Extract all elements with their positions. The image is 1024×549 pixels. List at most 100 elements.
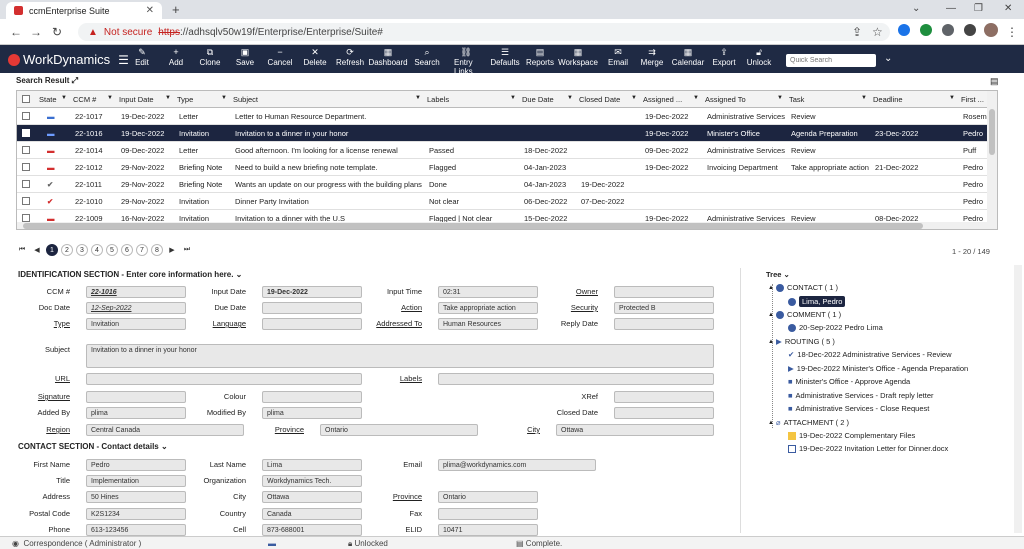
column-header[interactable]: CCM # <box>73 95 97 104</box>
tree-contact-group[interactable]: ▲ CONTACT ( 1 ) <box>768 283 839 292</box>
browser-tab[interactable]: ccmEnterprise Suite ✕ <box>6 2 162 19</box>
phone-field[interactable]: 613-123456 <box>86 524 186 536</box>
owner-field[interactable] <box>614 286 714 298</box>
chevron-down-icon[interactable]: ⌄ <box>884 53 893 64</box>
closed-date-field[interactable] <box>614 407 714 419</box>
table-row[interactable]: ▬ 22-1016 19-Dec-2022 Invitation Invitation … <box>17 125 987 142</box>
last-page-icon[interactable]: ⏭ <box>183 246 191 253</box>
cancel-button[interactable]: − Cancel <box>268 47 293 67</box>
defaults-button[interactable]: ☰ Defaults <box>490 47 519 67</box>
chevron-down-icon[interactable]: ⌄ <box>160 442 168 451</box>
export-button[interactable]: ⇪ Export <box>712 47 736 67</box>
region-label[interactable]: Region <box>46 425 70 434</box>
url-field[interactable] <box>86 373 362 385</box>
unlock-button[interactable]: 🔓︎ Unlock <box>747 47 771 67</box>
reply-date-field[interactable] <box>614 318 714 330</box>
organization-field[interactable]: Workdynamics Tech. <box>262 475 362 487</box>
column-header[interactable]: Due Date <box>522 95 554 104</box>
row-checkbox[interactable] <box>22 129 30 137</box>
action-field[interactable]: Take appropriate action <box>438 302 538 314</box>
grid-vertical-scrollbar[interactable] <box>987 91 997 229</box>
filter-icon[interactable]: ▼ <box>949 95 955 101</box>
filter-icon[interactable]: ▼ <box>61 95 67 101</box>
tree-routing-item[interactable]: ■ Administrative Services - Close Request <box>788 404 929 413</box>
province-field[interactable]: Ontario <box>320 424 478 436</box>
filter-icon[interactable]: ▼ <box>415 95 421 101</box>
filter-icon[interactable]: ▼ <box>165 95 171 101</box>
delete-button[interactable]: ✕ Delete <box>303 47 327 67</box>
warning-icon[interactable]: ▲ <box>88 26 98 38</box>
quick-search-input[interactable] <box>786 54 876 67</box>
column-header[interactable]: State <box>39 95 57 104</box>
column-header[interactable]: First ... <box>961 95 984 104</box>
row-checkbox[interactable] <box>22 180 30 188</box>
email-field[interactable]: plima@workdynamics.com <box>438 459 596 471</box>
select-all-checkbox[interactable] <box>22 95 30 103</box>
filter-icon[interactable]: ▼ <box>631 95 637 101</box>
action-label[interactable]: Action <box>401 303 422 312</box>
pane-divider[interactable] <box>740 268 741 533</box>
signature-label[interactable]: Signature <box>37 392 70 401</box>
tree-routing-item[interactable]: ▶ 19-Dec-2022 Minister's Office - Agenda … <box>788 364 968 373</box>
type-label[interactable]: Type <box>53 319 70 328</box>
input-date-field[interactable]: 19-Dec-2022 <box>262 286 362 298</box>
province-label[interactable]: Province <box>392 492 422 501</box>
page-5[interactable]: 5 <box>106 244 118 256</box>
filter-icon[interactable]: ▼ <box>777 95 783 101</box>
postal-code-field[interactable]: K2S1234 <box>86 508 186 520</box>
merge-button[interactable]: ⇉ Merge <box>640 47 664 67</box>
column-header[interactable]: Deadline <box>873 95 903 104</box>
row-checkbox[interactable] <box>22 146 30 154</box>
tree-routing-item[interactable]: ■ Administrative Services - Draft reply l… <box>788 391 934 400</box>
ccm-field[interactable]: 22-1016 <box>86 286 186 298</box>
column-header[interactable]: Input Date <box>119 95 154 104</box>
tab-close-icon[interactable]: ✕ <box>145 5 154 16</box>
city-label[interactable]: City <box>527 425 540 434</box>
input-time-field[interactable]: 02:31 <box>438 286 538 298</box>
column-header[interactable]: Assigned To <box>705 95 746 104</box>
tree-comment-item[interactable]: 20-Sep-2022 Pedro Lima <box>788 323 883 332</box>
tree-routing-item[interactable]: ■ Minister's Office - Approve Agenda <box>788 377 910 386</box>
column-header[interactable]: Type <box>177 95 194 104</box>
grid-horizontal-scrollbar[interactable] <box>17 222 987 229</box>
extension-translate-icon[interactable] <box>898 24 910 36</box>
clone-button[interactable]: ⧉ Clone <box>198 47 222 67</box>
email-button[interactable]: ✉ Email <box>606 47 630 67</box>
column-header[interactable]: Subject <box>233 95 259 104</box>
search-button[interactable]: ⌕ Search <box>414 47 439 67</box>
title-field[interactable]: Implementation <box>86 475 186 487</box>
add-button[interactable]: + Add <box>164 47 188 67</box>
country-field[interactable]: Canada <box>262 508 362 520</box>
added-by-field[interactable]: plima <box>86 407 186 419</box>
last-name-field[interactable]: Lima <box>262 459 362 471</box>
province-label[interactable]: Province <box>274 425 304 434</box>
column-header[interactable]: Labels <box>427 95 450 104</box>
reload-icon[interactable]: ↻ <box>52 25 63 39</box>
filter-icon[interactable]: ▼ <box>107 95 113 101</box>
prev-page-icon[interactable]: ◀ <box>34 247 40 254</box>
page-4[interactable]: 4 <box>91 244 103 256</box>
chevron-down-icon[interactable]: ⌄ <box>235 270 243 279</box>
workspace-button[interactable]: ▦ Workspace <box>558 47 598 67</box>
elid-field[interactable]: 10471 <box>438 524 538 536</box>
filter-icon[interactable]: ▼ <box>693 95 699 101</box>
filter-icon[interactable]: ▼ <box>221 95 227 101</box>
row-checkbox[interactable] <box>22 112 30 120</box>
tree-contact-item[interactable]: Lima, Pedro <box>788 296 846 307</box>
dashboard-button[interactable]: ▦ Dashboard <box>368 47 407 67</box>
chevron-down-icon[interactable]: ⌄ <box>912 3 921 14</box>
xref-field[interactable] <box>614 391 714 403</box>
save-button[interactable]: ▣ Save <box>233 47 257 67</box>
tree-routing-item[interactable]: ✔ 18-Dec-2022 Administrative Services - R… <box>788 350 952 359</box>
share-icon[interactable]: ⇪ <box>852 25 863 39</box>
tree-comment-group[interactable]: ▲ COMMENT ( 1 ) <box>768 310 842 319</box>
page-7[interactable]: 7 <box>136 244 148 256</box>
minimize-icon[interactable]: — <box>946 3 956 14</box>
next-page-icon[interactable]: ▶ <box>169 247 175 254</box>
tree-attachment-group[interactable]: ▲ ⌀ ATTACHMENT ( 2 ) <box>768 418 849 427</box>
right-scrollbar[interactable] <box>1014 265 1022 533</box>
page-2[interactable]: 2 <box>61 244 73 256</box>
browser-menu-icon[interactable]: ⋮ <box>1006 25 1018 39</box>
extension-icon[interactable] <box>942 24 954 36</box>
row-checkbox[interactable] <box>22 197 30 205</box>
